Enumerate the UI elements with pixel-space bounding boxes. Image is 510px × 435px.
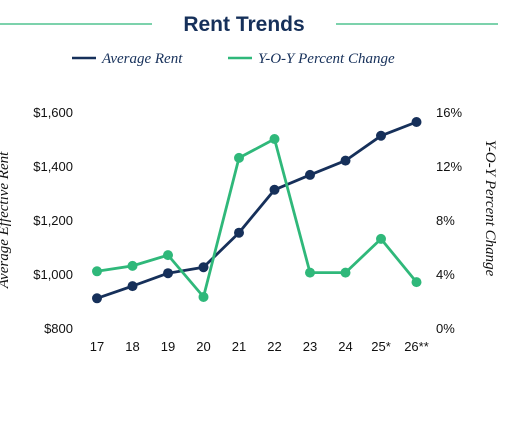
y-axis-label-right: Y-O-Y Percent Change [482,140,498,277]
data-point-yoy-change [198,291,209,302]
data-point-average-rent [127,281,138,292]
x-tick: 22 [267,339,281,354]
y-ticks-right: 0% 4% 8% 12% 16% [436,105,462,336]
x-tick: 21 [232,339,246,354]
data-point-yoy-change [92,266,102,277]
data-point-average-rent [411,116,422,127]
data-point-yoy-change [376,233,386,244]
y-tick-right: 16% [436,105,462,120]
x-tick: 26** [404,339,429,354]
y-tick-left: $1,600 [33,105,73,120]
y-tick-right: 4% [436,267,455,282]
data-point-yoy-change [411,277,422,288]
data-point-yoy-change [163,250,173,261]
data-point-yoy-change [340,267,351,278]
data-point-yoy-change [234,152,244,163]
y-tick-right: 0% [436,321,455,336]
data-point-average-rent [198,262,209,273]
series-line-yoy-change [96,137,418,299]
data-point-yoy-change [305,267,315,278]
x-tick: 18 [125,339,139,354]
legend-label-average-rent: Average Rent [101,51,183,67]
x-tick: 20 [196,339,210,354]
series-layer [92,116,422,304]
x-tick: 25* [371,339,391,354]
legend: Average Rent Y-O-Y Percent Change [72,51,395,67]
y-tick-right: 8% [436,213,455,228]
y-tick-right: 12% [436,159,462,174]
y-ticks-left: $800 $1,000 $1,200 $1,400 $1,600 [33,105,73,336]
data-point-average-rent [163,268,173,279]
data-point-average-rent [340,155,351,166]
x-tick: 23 [303,339,317,354]
y-axis-label-left: Average Effective Rent [0,151,12,289]
x-tick: 24 [338,339,352,354]
x-ticks: 17 18 19 20 21 22 23 24 25* 26** [90,339,429,354]
data-point-yoy-change [269,134,280,144]
data-point-yoy-change [127,260,138,271]
y-tick-left: $1,400 [33,159,73,174]
chart-title: Rent Trends [183,13,304,36]
y-tick-left: $800 [44,321,73,336]
data-point-average-rent [92,293,102,304]
data-point-average-rent [269,184,280,195]
x-tick: 19 [161,339,175,354]
series-line-average-rent [96,120,418,300]
data-point-average-rent [376,130,386,141]
data-point-average-rent [305,169,315,180]
y-tick-left: $1,000 [33,267,73,282]
data-point-average-rent [234,227,244,238]
y-tick-left: $1,200 [33,213,73,228]
legend-label-yoy-change: Y-O-Y Percent Change [258,51,395,67]
x-tick: 17 [90,339,104,354]
